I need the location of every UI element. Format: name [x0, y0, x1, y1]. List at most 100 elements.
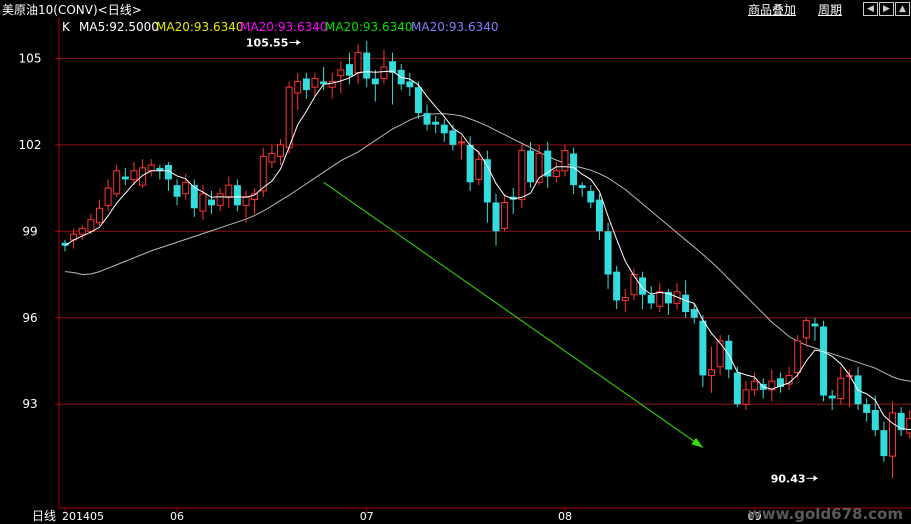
candle-up	[380, 66, 388, 80]
candle-down	[733, 372, 741, 405]
y-tick-label: 96	[22, 311, 37, 325]
candle-up	[294, 80, 302, 94]
candle-up	[87, 219, 95, 232]
y-tick-label: 102	[19, 138, 42, 152]
candle-down	[570, 153, 578, 186]
candle-up	[889, 412, 897, 457]
candle-down	[449, 130, 457, 145]
candle-up	[518, 150, 526, 201]
candle-down	[61, 242, 69, 246]
candle-down	[820, 326, 828, 396]
candle-down	[302, 78, 310, 91]
candle-up	[311, 78, 319, 88]
x-tick-label: 201405	[62, 510, 104, 523]
legend-ma20-c: MA20:93.6340	[325, 20, 413, 34]
y-tick-label: 93	[22, 397, 37, 411]
candle-up	[552, 170, 560, 178]
candle-down	[664, 291, 672, 304]
candle-down	[604, 231, 612, 275]
top-bar: 美原油10(CONV)<日线> 商品叠加 周期 ◀ ▶ ▲	[0, 0, 911, 18]
x-tick-label: 06	[170, 510, 184, 523]
candle-up	[147, 164, 155, 172]
candle-down	[690, 309, 698, 318]
trend-arrow-head	[691, 437, 703, 448]
candle-down	[587, 190, 595, 203]
candle-down	[208, 199, 216, 206]
candle-up	[630, 274, 638, 296]
candle-up	[802, 320, 810, 339]
candles-layer	[61, 41, 911, 479]
candle-up	[182, 181, 190, 195]
period-button[interactable]: 周期	[818, 3, 843, 17]
commodity-overlay-button[interactable]: 商品叠加	[748, 3, 797, 17]
candle-down	[639, 277, 647, 295]
ma-short-layer	[64, 70, 911, 431]
candle-down	[828, 395, 836, 399]
candle-down	[414, 87, 422, 114]
candle-down	[466, 144, 474, 183]
candle-down	[233, 185, 241, 206]
candle-up	[716, 340, 724, 368]
legend-ma5: MA5:92.5000	[79, 20, 159, 34]
candle-up	[708, 369, 715, 376]
candle-down	[871, 410, 879, 431]
y-tick-labels: 105 102 99 96 93	[19, 51, 59, 411]
candle-down	[647, 294, 655, 304]
candle-up	[354, 52, 362, 74]
candle-up	[225, 184, 233, 198]
annotations-layer: 105.55 90.43	[246, 37, 818, 485]
candle-down	[578, 185, 586, 189]
candle-up	[458, 141, 466, 144]
candle-down	[613, 271, 621, 301]
candle-up	[561, 150, 569, 172]
candle-up	[78, 227, 86, 235]
legend-ma20-a: MA20:93.6340	[156, 20, 244, 34]
candle-down	[345, 64, 353, 76]
candle-up	[621, 297, 629, 301]
ma-long-line	[64, 113, 911, 382]
candle-down	[492, 202, 500, 232]
up-arrow-icon[interactable]: ▲	[895, 2, 910, 16]
left-arrow-icon[interactable]: ◀	[863, 2, 878, 16]
candle-up	[268, 152, 276, 163]
legend-k-label: K	[62, 20, 71, 34]
y-tick-label: 105	[19, 51, 42, 65]
candle-down	[173, 185, 181, 197]
candle-down	[897, 412, 905, 431]
trend-arrow-line	[323, 181, 704, 448]
candle-down	[440, 124, 448, 134]
grid-lines	[59, 57, 911, 405]
extreme-annotation: 90.43	[771, 472, 806, 485]
candle-down	[164, 165, 172, 180]
candle-down	[544, 150, 552, 177]
candle-up	[199, 193, 207, 212]
candle-up	[130, 170, 138, 180]
candle-up	[285, 86, 293, 149]
watermark-text: www.gold678.com	[748, 505, 903, 523]
candle-up	[475, 158, 483, 180]
candle-up	[742, 389, 750, 405]
x-tick-labels: 201405 06 07 08 09	[62, 508, 762, 523]
candle-down	[483, 159, 491, 203]
candle-down	[699, 320, 707, 376]
candle-up	[216, 193, 224, 206]
period-footer-label: 日线	[32, 509, 56, 523]
candle-up	[328, 80, 336, 88]
candle-up	[673, 291, 681, 304]
candle-down	[423, 113, 431, 125]
candle-up	[277, 144, 284, 157]
candle-up	[837, 377, 845, 399]
candle-down	[880, 430, 888, 457]
candle-down	[509, 196, 517, 200]
candle-up	[139, 167, 147, 186]
candle-up	[751, 380, 759, 391]
candle-up	[768, 380, 776, 391]
right-arrow-icon[interactable]: ▶	[879, 2, 894, 16]
candle-down	[811, 323, 819, 327]
legend-ma20-b: MA20:93.6340	[240, 20, 328, 34]
candle-down	[320, 81, 328, 85]
x-tick-label: 09	[748, 510, 762, 523]
instrument-title: 美原油10(CONV)<日线>	[2, 3, 142, 17]
candle-down	[406, 81, 414, 88]
